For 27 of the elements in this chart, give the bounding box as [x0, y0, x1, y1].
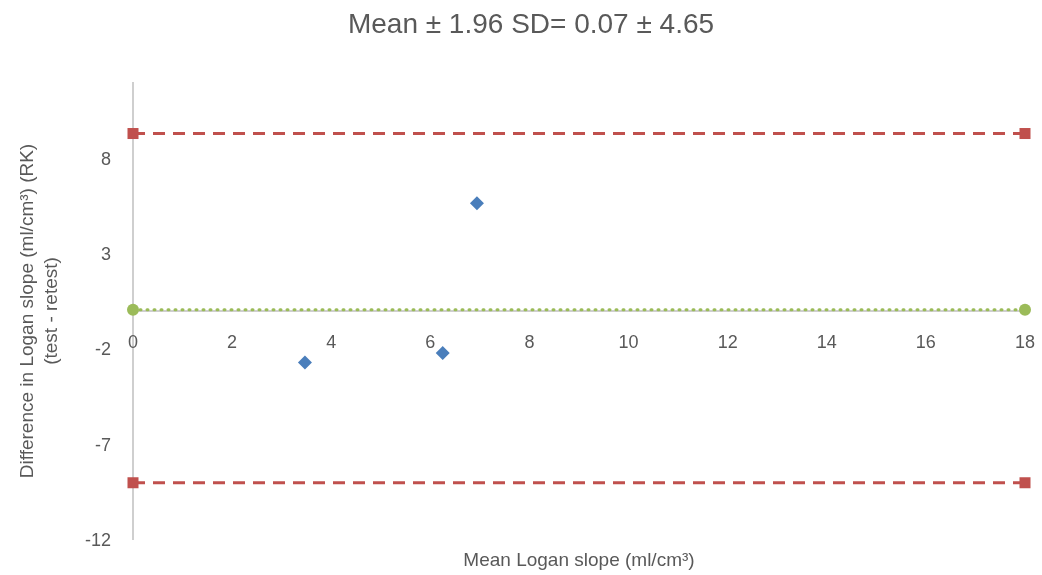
y-tick-label: 3: [100, 244, 111, 265]
y-axis-title: Difference in Logan slope (ml/cm³) (RK) (test - retest): [16, 143, 61, 479]
x-tick-label: 12: [717, 332, 738, 352]
x-tick-label: 8: [524, 332, 535, 352]
point: [297, 355, 312, 370]
point: [1019, 477, 1031, 489]
point: [127, 303, 139, 316]
x-tick-label: 10: [618, 332, 639, 352]
y-tick-label: -7: [94, 434, 111, 455]
point: [1019, 128, 1031, 140]
point: [469, 196, 484, 211]
x-tick-label: 4: [326, 332, 337, 352]
point: [127, 477, 139, 489]
x-axis-title: Mean Logan slope (ml/cm³): [463, 549, 695, 570]
y-tick-label: -2: [94, 339, 111, 360]
x-tick-label: 6: [425, 332, 436, 352]
point: [1019, 303, 1031, 316]
point: [435, 345, 450, 360]
chart-title: Mean ± 1.96 SD= 0.07 ± 4.65: [347, 8, 715, 39]
x-tick-label: 2: [227, 332, 238, 352]
x-tick-label: 18: [1014, 332, 1036, 352]
x-tick-label: 16: [915, 332, 936, 352]
y-tick-label: 8: [100, 148, 111, 169]
point: [127, 128, 139, 140]
x-tick-label: 14: [816, 332, 837, 352]
x-tick-label: 0: [127, 332, 139, 352]
y-tick-label: -12: [84, 530, 111, 551]
